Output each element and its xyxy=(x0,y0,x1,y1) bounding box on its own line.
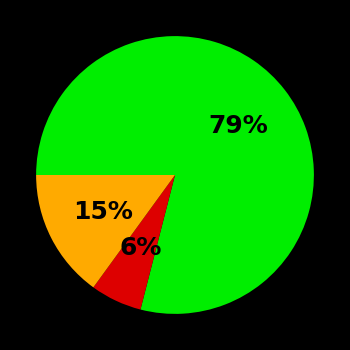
Text: 6%: 6% xyxy=(119,236,162,260)
Text: 15%: 15% xyxy=(73,199,133,224)
Wedge shape xyxy=(93,175,175,309)
Wedge shape xyxy=(36,175,175,287)
Wedge shape xyxy=(36,36,314,314)
Text: 79%: 79% xyxy=(209,114,268,138)
